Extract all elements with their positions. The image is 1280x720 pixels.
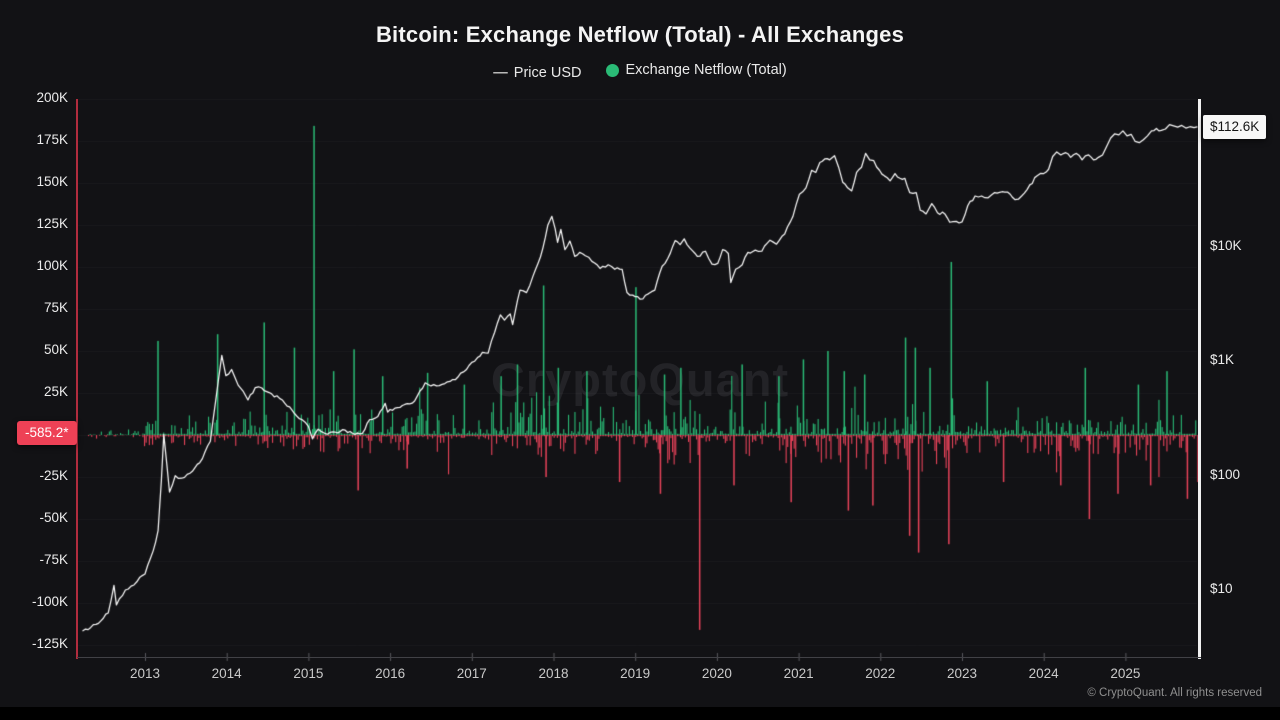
left-axis-tick-label: -25K	[39, 468, 68, 483]
left-axis-tick-label: 125K	[36, 216, 68, 231]
right-axis-tick-label: $1K	[1210, 352, 1235, 368]
left-axis-tick-label: 75K	[43, 300, 68, 315]
x-axis-tick-label: 2017	[456, 666, 487, 681]
x-axis-tick-label: 2015	[293, 666, 324, 681]
x-axis-line	[77, 657, 1201, 658]
x-axis-tick-label: 2023	[946, 666, 978, 681]
left-axis-tick-label: -100K	[31, 594, 68, 609]
copyright-notice: © CryptoQuant. All rights reserved	[1087, 687, 1262, 699]
bottom-strip	[0, 707, 1280, 720]
left-axis-tick-label: 100K	[36, 258, 68, 273]
x-axis-tick-label: 2021	[783, 666, 814, 681]
right-axis-tick-label: $10K	[1210, 238, 1242, 254]
left-axis-tick-label: 50K	[43, 342, 68, 357]
x-axis-tick-label: 2016	[375, 666, 406, 681]
left-axis-line	[76, 99, 78, 659]
x-axis-tick-label: 2013	[129, 666, 161, 681]
left-axis-tick-label: -50K	[39, 510, 68, 525]
x-axis-tick-label: 2024	[1028, 666, 1059, 681]
x-axis-tick-label: 2022	[865, 666, 896, 681]
left-axis-tick-label: 175K	[36, 132, 68, 147]
netflow-current-badge: -585.2*	[17, 421, 77, 445]
x-axis-tick-label: 2019	[620, 666, 651, 681]
x-axis-tick-label: 2014	[211, 666, 242, 681]
left-axis-tick-label: 200K	[36, 90, 68, 105]
right-axis-line	[1198, 99, 1201, 659]
left-axis-tick-label: -125K	[31, 636, 68, 651]
price-current-badge: $112.6K	[1203, 115, 1267, 139]
left-axis-tick-label: 150K	[36, 174, 68, 189]
left-axis-tick-label: 25K	[43, 384, 68, 399]
x-axis-tick-label: 2018	[538, 666, 569, 681]
x-axis-tick-label: 2025	[1110, 666, 1141, 681]
left-axis-tick-label: -75K	[39, 552, 68, 567]
right-axis-tick-label: $10	[1210, 581, 1233, 596]
x-axis-tick-label: 2020	[701, 666, 732, 681]
right-axis-tick-label: $100	[1210, 466, 1241, 482]
